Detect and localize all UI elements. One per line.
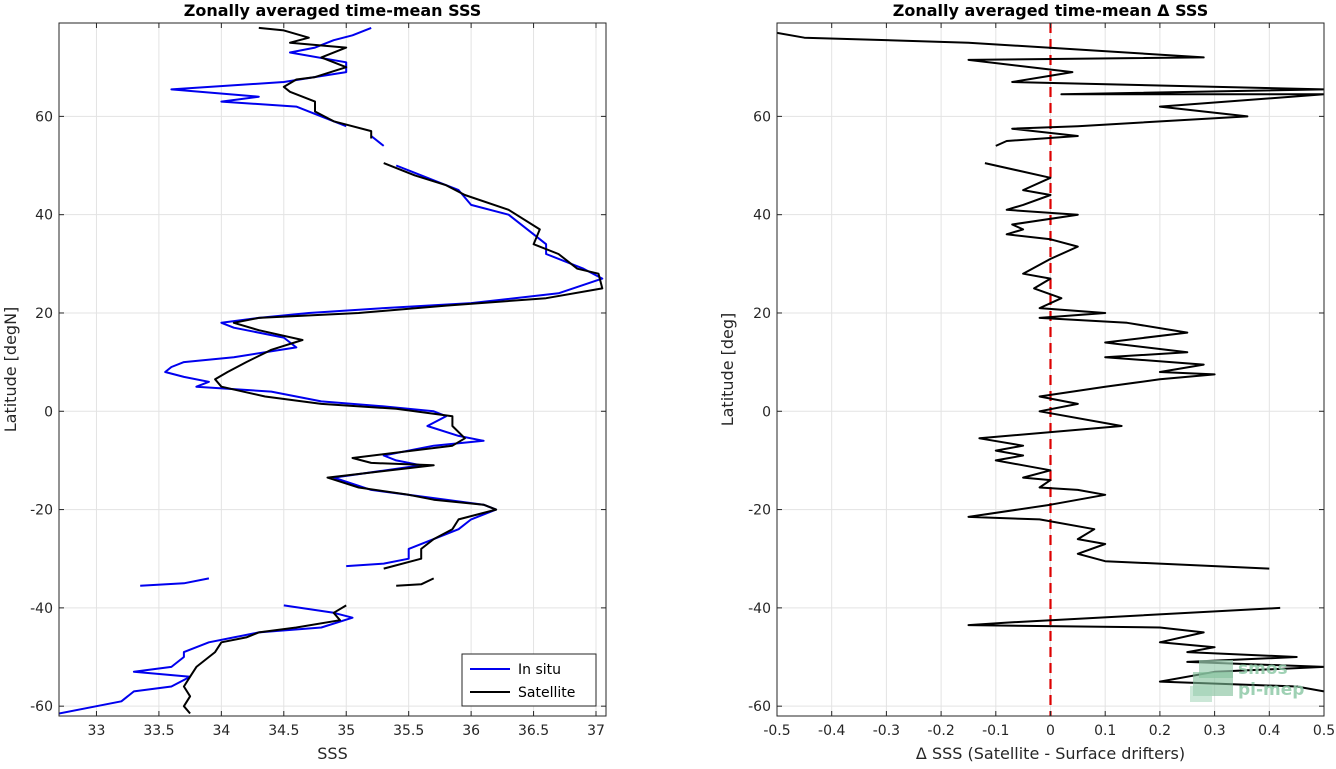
series-line-in-situ-segment-4 [59,604,354,715]
y-tick-label: 40 [753,208,771,224]
x-tick-label: -0.2 [927,723,954,739]
y-tick-label: -40 [30,601,53,617]
x-tick-label: 34 [212,723,230,739]
x-tick-label: 0.2 [1149,723,1171,739]
series-line-delta-segment-0 [777,31,1324,147]
series-group [777,23,1324,716]
series-line-delta-segment-2 [967,606,1324,693]
x-tick-label: 35.5 [393,723,424,739]
y-axis-label: Latitude [deg] [718,313,737,427]
smos-pi-mep-logo: smos pi-mep [1190,659,1304,702]
x-tick-label: 35 [337,723,355,739]
y-tick-label: -40 [748,601,771,617]
x-axis-label: Δ SSS (Satellite - Surface drifters) [916,744,1185,763]
x-tick-label: -0.4 [818,723,845,739]
x-tick-label: 0 [1046,723,1055,739]
x-tick-label: 37 [587,723,605,739]
legend-entry: Satellite [518,685,575,701]
left-sss-chart: 33 33.5 34 34.5 35 35.5 36 36.5 37 -60 -40 -20 0 20 40… [1,1,607,763]
plot-area [59,23,606,716]
x-tick-label: 33 [88,723,106,739]
y-tick-label: 20 [753,306,771,322]
chart-title: Zonally averaged time-mean Δ SSS [893,1,1209,20]
x-tick-label: 34.5 [268,723,299,739]
axes-box [58,22,607,717]
y-tick-label: -20 [748,503,771,519]
logo-text-smos: smos [1238,659,1288,679]
x-tick-label: 33.5 [143,723,174,739]
y-tick-label: 60 [35,109,53,125]
series-group [59,26,604,715]
x-tick-label: 0.4 [1258,723,1280,739]
right-delta-sss-chart: -0.5 -0.4 -0.3 -0.2 -0.1 0 0.1 0.2 0.3 0.4 0.5 -60 -… [718,1,1335,763]
legend: In situ Satellite [461,653,597,707]
series-line-in-situ-segment-1 [370,135,385,147]
y-tick-label: 40 [35,208,53,224]
x-tick-label: 36 [462,723,480,739]
series-line-in-situ-segment-3 [140,577,210,587]
series-line-satellite-segment-3 [182,604,347,715]
x-tick-label: -0.5 [763,723,790,739]
y-tick-label: 0 [762,404,771,420]
series-line-satellite-segment-1 [214,162,604,570]
x-tick-label: -0.3 [873,723,900,739]
y-tick-label: -20 [30,503,53,519]
x-tick-label: 0.3 [1203,723,1225,739]
series-line-satellite-segment-2 [396,577,435,587]
series-line-satellite-segment-0 [258,26,373,139]
x-tick-label: 36.5 [518,723,549,739]
logo-text-pi-mep: pi-mep [1238,680,1304,700]
y-axis-label: Latitude [degN] [1,307,20,433]
legend-box [461,653,597,707]
y-tick-label: 20 [35,306,53,322]
y-tick-label: 0 [44,404,53,420]
x-tick-label: 0.5 [1313,723,1335,739]
y-tick-label: -60 [30,699,53,715]
x-axis-label: SSS [317,744,347,763]
series-line-delta-segment-1 [967,162,1270,570]
x-tick-label: 0.1 [1094,723,1116,739]
legend-entry: In situ [518,662,561,678]
x-tick-label: -0.1 [982,723,1009,739]
chart-title: Zonally averaged time-mean SSS [184,1,482,20]
y-tick-label: -60 [748,699,771,715]
y-tick-label: 60 [753,109,771,125]
